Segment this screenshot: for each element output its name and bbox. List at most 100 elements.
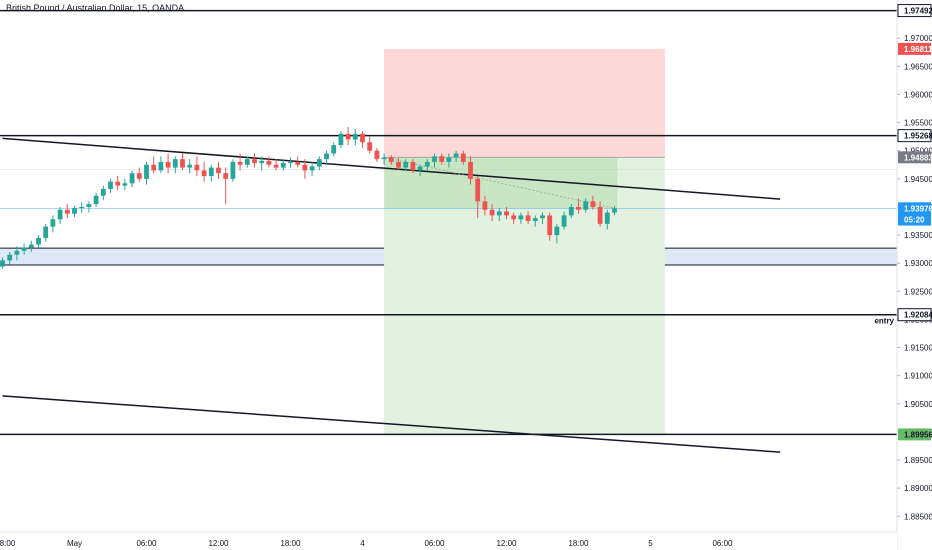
x-tick-label: 18:00 bbox=[280, 539, 301, 548]
candle-body bbox=[208, 167, 214, 177]
candle-body bbox=[230, 161, 236, 179]
candle-body bbox=[187, 164, 193, 168]
candle-body bbox=[396, 161, 401, 168]
chart-title: British Pound / Australian Dollar, 15, O… bbox=[6, 3, 185, 13]
candle-body bbox=[374, 150, 380, 160]
candle-body bbox=[460, 153, 466, 162]
x-tick-label: 5 bbox=[648, 539, 653, 548]
candle-body bbox=[583, 201, 589, 210]
candle-body bbox=[273, 164, 279, 168]
candle-body bbox=[612, 208, 617, 213]
y-tick-label: 1.90500 bbox=[904, 400, 932, 409]
zones-layer bbox=[0, 48, 897, 435]
position-path-line bbox=[384, 156, 615, 209]
candle-body bbox=[597, 206, 603, 224]
candles-layer bbox=[0, 127, 617, 269]
candle-body bbox=[50, 219, 56, 227]
y-tick-label: 1.91500 bbox=[904, 344, 932, 353]
candle-body bbox=[403, 161, 409, 168]
candle-body bbox=[576, 206, 581, 210]
candle-body bbox=[381, 157, 387, 160]
price-tag: 1.93976 bbox=[904, 204, 932, 213]
candle-body bbox=[511, 215, 517, 220]
candle-body bbox=[180, 159, 185, 168]
candle-body bbox=[165, 161, 171, 168]
candle-body bbox=[453, 153, 459, 158]
candle-body bbox=[532, 218, 538, 222]
price-tag: 05:20 bbox=[904, 216, 925, 225]
y-tick-label: 1.93500 bbox=[904, 231, 932, 240]
candle-body bbox=[244, 159, 250, 165]
candle-body bbox=[14, 250, 20, 255]
candle-body bbox=[417, 166, 423, 171]
level-tag-bg bbox=[897, 308, 932, 322]
price-tag-bg bbox=[898, 42, 931, 55]
candle-body bbox=[79, 206, 85, 209]
candle-body bbox=[216, 167, 221, 174]
level-tag-bg bbox=[897, 4, 932, 18]
trendline-1 bbox=[2, 395, 781, 453]
candle-body bbox=[122, 183, 128, 186]
candle-body bbox=[115, 181, 121, 186]
candle-body bbox=[475, 178, 481, 202]
y-tick-label: 1.95500 bbox=[904, 119, 932, 128]
candle-body bbox=[172, 159, 178, 168]
candle-body bbox=[432, 156, 437, 162]
candle-body bbox=[223, 173, 229, 179]
candle-body bbox=[7, 254, 13, 261]
x-tick-label: 4 bbox=[360, 539, 365, 548]
y-tick-label: 1.94500 bbox=[904, 175, 932, 184]
candle-body bbox=[482, 201, 488, 210]
candle-body bbox=[252, 159, 257, 164]
candle-body bbox=[496, 211, 502, 216]
candle-body bbox=[554, 226, 560, 236]
x-tick-label: 06:00 bbox=[136, 539, 157, 548]
candle-body bbox=[201, 170, 207, 177]
candle-body bbox=[43, 226, 49, 238]
x-tick-label: May bbox=[67, 539, 82, 548]
candle-body bbox=[136, 173, 142, 179]
profit-progress-zone bbox=[384, 157, 618, 209]
candle-body bbox=[295, 161, 301, 165]
y-tick-label: 1.91000 bbox=[904, 372, 932, 381]
candle-body bbox=[316, 159, 322, 167]
y-tick-label: 1.96500 bbox=[904, 62, 932, 71]
candle-body bbox=[129, 173, 135, 184]
candle-body bbox=[352, 133, 358, 140]
x-tick-label: 18:00 bbox=[568, 539, 589, 548]
candle-body bbox=[424, 161, 430, 167]
y-tick-label: 1.97000 bbox=[904, 34, 932, 43]
candle-body bbox=[86, 204, 92, 207]
candle-body bbox=[280, 163, 286, 168]
candle-body bbox=[345, 133, 351, 140]
candle-body bbox=[590, 201, 596, 207]
candle-body bbox=[388, 157, 394, 162]
level-tag-bg bbox=[898, 428, 931, 441]
y-tick-label: 1.96000 bbox=[904, 90, 932, 99]
x-tick-label: 8:00 bbox=[0, 539, 16, 548]
candle-body bbox=[540, 215, 545, 219]
candle-body bbox=[446, 157, 452, 162]
candle-body bbox=[36, 237, 41, 245]
price-axis[interactable]: 1.97000 1.96500 1.96000 1.95500 1.95000 1.945… bbox=[896, 0, 932, 550]
candle-body bbox=[309, 166, 315, 171]
candle-body bbox=[525, 215, 531, 222]
candle-body bbox=[151, 164, 157, 171]
y-tick-label: 1.92500 bbox=[904, 287, 932, 296]
price-tag: 1.96811 bbox=[904, 45, 932, 54]
trendline-0 bbox=[2, 137, 781, 200]
price-tag: 1.94883 bbox=[904, 153, 932, 162]
time-axis[interactable]: 8:00 May 06:00 12:00 18:00 4 06:00 12:00 18:00 5 0… bbox=[0, 531, 897, 550]
stop-loss-zone bbox=[384, 48, 665, 158]
candle-body bbox=[439, 156, 445, 162]
candle-body bbox=[504, 211, 509, 216]
candle-body bbox=[288, 161, 293, 164]
level-note: entry bbox=[874, 317, 894, 326]
x-tick-label: 12:00 bbox=[496, 539, 517, 548]
candle-body bbox=[237, 161, 243, 165]
level-tag: 1.97492 bbox=[904, 7, 932, 16]
candle-body bbox=[331, 145, 337, 154]
x-tick-label: 06:00 bbox=[712, 539, 733, 548]
level-tag-bg bbox=[897, 129, 932, 143]
